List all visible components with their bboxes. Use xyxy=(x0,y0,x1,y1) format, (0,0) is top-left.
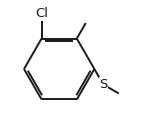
Text: S: S xyxy=(99,78,108,91)
Text: Cl: Cl xyxy=(35,7,48,20)
